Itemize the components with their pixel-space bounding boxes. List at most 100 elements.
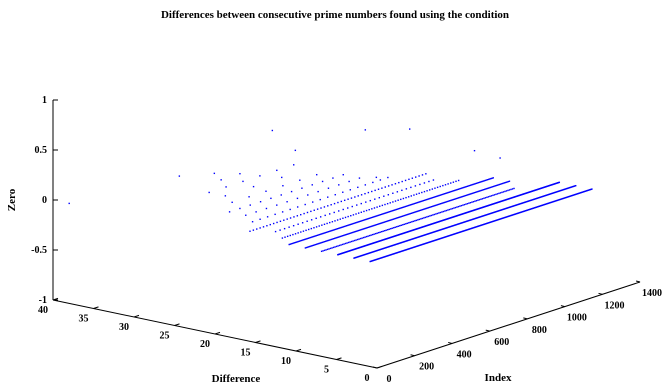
data-point — [468, 184, 471, 187]
data-point — [490, 195, 493, 197]
data-point — [366, 226, 369, 229]
data-point — [392, 201, 394, 203]
data-point — [343, 243, 345, 245]
data-point — [347, 241, 350, 244]
data-point — [325, 249, 327, 251]
difference-tick-mark — [52, 297, 59, 301]
data-point — [429, 206, 432, 208]
data-point — [558, 199, 560, 201]
data-point — [398, 251, 401, 253]
data-point — [406, 239, 409, 242]
data-point — [303, 212, 305, 215]
data-point — [560, 189, 563, 192]
data-point — [279, 220, 282, 223]
data-point — [331, 247, 333, 249]
data-point — [498, 218, 500, 221]
data-point — [361, 219, 364, 222]
data-point — [435, 204, 437, 206]
data-point — [480, 181, 482, 183]
data-point — [503, 217, 505, 219]
data-point — [384, 247, 386, 249]
data-point — [472, 218, 474, 221]
data-point — [431, 240, 434, 242]
data-point — [475, 217, 478, 219]
data-point — [444, 192, 446, 195]
ticks: -1-0.500.5105101520253035400200400600800… — [31, 95, 662, 385]
data-point — [442, 210, 445, 213]
data-point — [318, 242, 320, 245]
data-point — [355, 213, 357, 215]
difference-tick-mark — [174, 323, 180, 326]
data-point — [386, 211, 388, 214]
data-point — [447, 183, 449, 185]
data-point — [449, 225, 451, 228]
data-point — [553, 191, 556, 194]
data-point — [298, 240, 301, 242]
data-point — [588, 189, 591, 191]
data-point — [294, 233, 297, 235]
data-point — [485, 214, 487, 216]
data-point — [326, 222, 328, 225]
data-point — [456, 188, 458, 191]
data-point — [398, 251, 400, 253]
data-point — [563, 188, 566, 191]
data-point — [320, 242, 322, 244]
data-point — [463, 221, 465, 223]
index-tick-mark — [485, 329, 490, 332]
data-point — [525, 209, 527, 212]
data-point — [404, 249, 406, 251]
data-point — [339, 227, 341, 229]
data-point — [434, 239, 436, 242]
data-point — [572, 185, 575, 188]
data-point — [379, 179, 382, 181]
data-point — [380, 248, 382, 250]
data-point — [370, 225, 372, 228]
data-point — [399, 242, 401, 244]
data-point — [473, 226, 476, 229]
data-point — [340, 226, 342, 229]
data-point — [556, 190, 559, 193]
data-point — [409, 204, 411, 206]
data-point — [460, 222, 463, 224]
data-point — [547, 202, 550, 205]
data-point — [460, 187, 463, 189]
data-point — [432, 231, 435, 233]
data-point — [433, 213, 436, 216]
data-point — [384, 247, 387, 249]
data-point — [345, 233, 347, 236]
data-point — [570, 195, 573, 197]
data-point — [321, 241, 324, 244]
data-point — [360, 255, 362, 257]
data-point — [418, 201, 420, 203]
data-point — [505, 216, 507, 218]
data-point — [306, 237, 308, 240]
data-point — [432, 231, 434, 234]
data-point — [376, 232, 378, 234]
data-point — [450, 182, 452, 184]
data-point — [482, 215, 484, 217]
data-point — [355, 222, 357, 224]
data-point — [454, 224, 457, 226]
data-point — [490, 186, 493, 188]
data-point — [493, 220, 495, 222]
data-point — [462, 195, 464, 198]
data-point — [412, 238, 415, 240]
data-point — [385, 229, 387, 231]
data-point — [375, 232, 377, 235]
data-point — [578, 192, 580, 194]
data-point — [208, 191, 210, 194]
data-point — [476, 191, 478, 193]
data-point — [469, 219, 472, 221]
data-point — [373, 233, 375, 235]
data-point — [295, 241, 297, 244]
data-point — [417, 236, 420, 238]
data-point — [318, 233, 321, 236]
data-point — [438, 229, 440, 232]
data-point — [440, 237, 442, 240]
data-point — [343, 225, 346, 228]
data-point — [518, 203, 521, 205]
data-point — [362, 236, 365, 239]
data-point — [428, 198, 430, 200]
data-point — [367, 235, 369, 237]
data-point — [497, 210, 500, 212]
